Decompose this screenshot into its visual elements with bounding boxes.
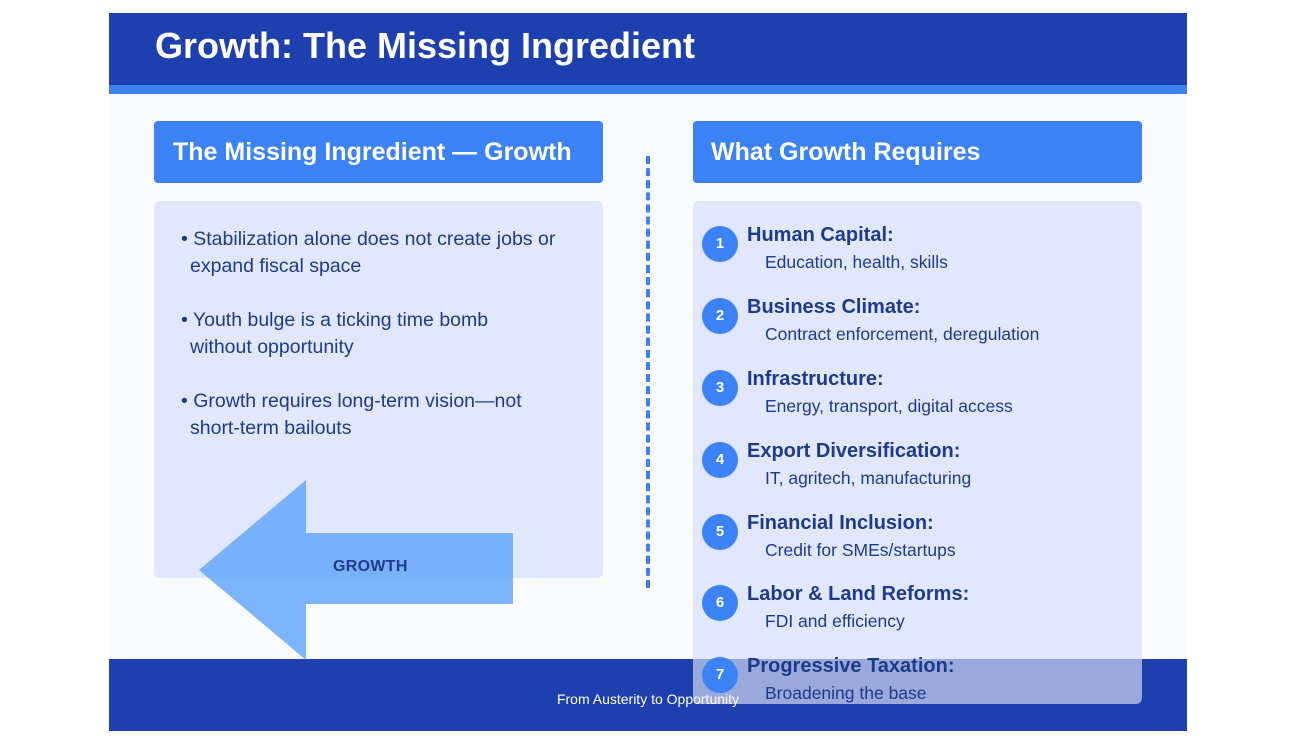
requirement-title: Labor & Land Reforms: <box>747 583 970 605</box>
requirement-desc: IT, agritech, manufacturing <box>765 468 972 488</box>
requirement-desc: FDI and efficiency <box>765 611 905 631</box>
requirement-item: 2 Business Climate: Contract enforcement… <box>702 295 1132 361</box>
slide: Growth: The Missing Ingredient The Missi… <box>109 13 1187 731</box>
bullet-item: • Youth bulge is a ticking time bomb wit… <box>181 307 591 361</box>
number-badge: 7 <box>702 657 738 693</box>
requirement-title: Financial Inclusion: <box>747 512 934 534</box>
growth-arrow: GROWTH <box>199 480 514 660</box>
bullet-line: • Stabilization alone does not create jo… <box>181 228 556 250</box>
requirement-item: 1 Human Capital: Education, health, skil… <box>702 223 1132 289</box>
bullet-line: • Youth bulge is a ticking time bomb <box>181 309 489 331</box>
number-badge: 6 <box>702 585 738 621</box>
number-badge: 3 <box>702 370 738 406</box>
right-panel-heading: What Growth Requires <box>693 121 1142 183</box>
number-badge: 4 <box>702 442 738 478</box>
requirement-title: Business Climate: <box>747 296 921 318</box>
bullet-line: short-term bailouts <box>190 417 352 439</box>
requirement-item: 4 Export Diversification: IT, agritech, … <box>702 439 1132 505</box>
requirement-title: Export Diversification: <box>747 440 961 462</box>
requirement-title: Infrastructure: <box>747 368 884 390</box>
number-badge: 5 <box>702 514 738 550</box>
page-title: Growth: The Missing Ingredient <box>155 25 695 66</box>
dashed-divider <box>646 156 650 588</box>
bullet-line: expand fiscal space <box>190 255 362 277</box>
bullet-item: • Stabilization alone does not create jo… <box>181 226 591 280</box>
number-badge: 1 <box>702 226 738 262</box>
requirement-item: 7 Progressive Taxation: Broadening the b… <box>702 654 1132 720</box>
requirement-desc: Energy, transport, digital access <box>765 396 1013 416</box>
left-arrow-icon <box>199 480 513 660</box>
left-panel-heading: The Missing Ingredient — Growth <box>154 121 603 183</box>
requirement-item: 5 Financial Inclusion: Credit for SMEs/s… <box>702 511 1132 577</box>
bullet-line: without opportunity <box>190 336 354 358</box>
header-bar <box>109 13 1187 85</box>
number-badge: 2 <box>702 298 738 334</box>
panel-overlay <box>693 659 1142 704</box>
requirement-title: Human Capital: <box>747 224 894 246</box>
header-stripe <box>109 85 1187 94</box>
requirement-title: Progressive Taxation: <box>747 655 955 677</box>
requirement-item: 6 Labor & Land Reforms: FDI and efficien… <box>702 582 1132 648</box>
bullet-item: • Growth requires long-term vision—not s… <box>181 388 591 442</box>
requirement-desc: Contract enforcement, deregulation <box>765 324 1040 344</box>
requirement-desc: Credit for SMEs/startups <box>765 540 956 560</box>
bullet-line: • Growth requires long-term vision—not <box>181 390 522 412</box>
requirement-desc: Broadening the base <box>765 683 927 703</box>
left-panel-body: • Stabilization alone does not create jo… <box>154 201 603 578</box>
right-panel-body: 1 Human Capital: Education, health, skil… <box>693 201 1142 704</box>
requirement-item: 3 Infrastructure: Energy, transport, dig… <box>702 367 1132 433</box>
requirement-desc: Education, health, skills <box>765 252 948 272</box>
arrow-label: GROWTH <box>333 558 408 575</box>
